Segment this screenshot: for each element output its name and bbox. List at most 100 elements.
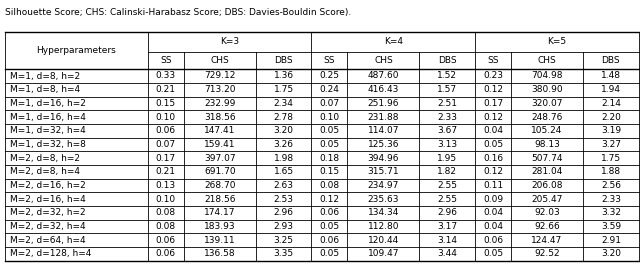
Text: 713.20: 713.20 [204, 85, 236, 94]
Text: 231.88: 231.88 [367, 113, 399, 122]
Text: 0.06: 0.06 [319, 208, 339, 217]
Text: 3.67: 3.67 [437, 126, 457, 135]
Text: 0.07: 0.07 [156, 140, 176, 149]
Text: M=2, d=128, h=4: M=2, d=128, h=4 [10, 249, 92, 258]
Text: 248.76: 248.76 [531, 113, 563, 122]
Text: 2.55: 2.55 [437, 195, 457, 203]
Text: 315.71: 315.71 [367, 167, 399, 176]
Text: 416.43: 416.43 [368, 85, 399, 94]
Text: 2.20: 2.20 [601, 113, 621, 122]
Text: 1.75: 1.75 [273, 85, 294, 94]
Text: 0.08: 0.08 [319, 181, 339, 190]
Text: 0.08: 0.08 [156, 222, 176, 231]
Text: 3.35: 3.35 [273, 249, 294, 258]
Text: 0.05: 0.05 [319, 249, 339, 258]
Text: 729.12: 729.12 [204, 72, 236, 81]
Text: 183.93: 183.93 [204, 222, 236, 231]
Text: 380.90: 380.90 [531, 85, 563, 94]
Text: M=1, d=16, h=4: M=1, d=16, h=4 [10, 113, 86, 122]
Text: Silhouette Score; CHS: Calinski-Harabasz Score; DBS: Davies-Bouldin Score).: Silhouette Score; CHS: Calinski-Harabasz… [5, 8, 351, 17]
Text: 2.55: 2.55 [437, 181, 457, 190]
Text: 3.44: 3.44 [437, 249, 457, 258]
Text: 2.78: 2.78 [273, 113, 294, 122]
Text: SS: SS [160, 56, 172, 65]
Text: 0.04: 0.04 [483, 126, 503, 135]
Text: 139.11: 139.11 [204, 236, 236, 245]
Text: 0.17: 0.17 [156, 153, 176, 163]
Text: 3.59: 3.59 [601, 222, 621, 231]
Text: 218.56: 218.56 [204, 195, 236, 203]
Text: 0.06: 0.06 [156, 236, 176, 245]
Text: 0.04: 0.04 [483, 222, 503, 231]
Text: 0.12: 0.12 [483, 167, 503, 176]
Text: 320.07: 320.07 [531, 99, 563, 108]
Text: 0.05: 0.05 [319, 222, 339, 231]
Text: M=2, d=8, h=2: M=2, d=8, h=2 [10, 153, 80, 163]
Text: 3.27: 3.27 [601, 140, 621, 149]
Text: 234.97: 234.97 [368, 181, 399, 190]
Text: 2.63: 2.63 [273, 181, 294, 190]
Text: 1.75: 1.75 [601, 153, 621, 163]
Text: 3.14: 3.14 [437, 236, 457, 245]
Text: M=2, d=8, h=4: M=2, d=8, h=4 [10, 167, 80, 176]
Text: 2.14: 2.14 [601, 99, 621, 108]
Text: K=5: K=5 [547, 38, 566, 46]
Text: 0.12: 0.12 [319, 195, 339, 203]
Text: 92.03: 92.03 [534, 208, 560, 217]
Text: 0.05: 0.05 [319, 126, 339, 135]
Text: 318.56: 318.56 [204, 113, 236, 122]
Text: 394.96: 394.96 [367, 153, 399, 163]
Text: 0.06: 0.06 [156, 126, 176, 135]
Text: 0.09: 0.09 [483, 195, 503, 203]
Text: 3.26: 3.26 [273, 140, 294, 149]
Text: 1.36: 1.36 [273, 72, 294, 81]
Text: 0.11: 0.11 [483, 181, 503, 190]
Text: M=2, d=16, h=2: M=2, d=16, h=2 [10, 181, 86, 190]
Text: 0.23: 0.23 [483, 72, 503, 81]
Text: SS: SS [324, 56, 335, 65]
Text: 1.52: 1.52 [437, 72, 457, 81]
Text: 0.33: 0.33 [156, 72, 176, 81]
Text: 397.07: 397.07 [204, 153, 236, 163]
Text: 232.99: 232.99 [204, 99, 236, 108]
Text: 0.08: 0.08 [156, 208, 176, 217]
Text: M=1, d=8, h=4: M=1, d=8, h=4 [10, 85, 81, 94]
Text: 112.80: 112.80 [367, 222, 399, 231]
Text: 1.65: 1.65 [273, 167, 294, 176]
Text: 0.10: 0.10 [156, 195, 176, 203]
Text: 0.05: 0.05 [319, 140, 339, 149]
Text: 1.98: 1.98 [273, 153, 294, 163]
Text: 109.47: 109.47 [367, 249, 399, 258]
Text: 1.95: 1.95 [437, 153, 457, 163]
Text: 3.20: 3.20 [601, 249, 621, 258]
Text: M=2, d=32, h=2: M=2, d=32, h=2 [10, 208, 86, 217]
Text: 507.74: 507.74 [531, 153, 563, 163]
Text: 0.13: 0.13 [156, 181, 176, 190]
Text: 174.17: 174.17 [204, 208, 236, 217]
Text: 114.07: 114.07 [367, 126, 399, 135]
Text: DBS: DBS [602, 56, 620, 65]
Text: M=1, d=16, h=2: M=1, d=16, h=2 [10, 99, 86, 108]
Text: 1.88: 1.88 [601, 167, 621, 176]
Text: M=1, d=32, h=8: M=1, d=32, h=8 [10, 140, 86, 149]
Text: 125.36: 125.36 [367, 140, 399, 149]
Text: M=2, d=32, h=4: M=2, d=32, h=4 [10, 222, 86, 231]
Text: M=2, d=16, h=4: M=2, d=16, h=4 [10, 195, 86, 203]
Text: 1.82: 1.82 [437, 167, 457, 176]
Text: 235.63: 235.63 [367, 195, 399, 203]
Text: SS: SS [487, 56, 499, 65]
Text: 691.70: 691.70 [204, 167, 236, 176]
Text: 268.70: 268.70 [204, 181, 236, 190]
Text: 1.57: 1.57 [437, 85, 457, 94]
Text: 0.07: 0.07 [319, 99, 339, 108]
Text: 0.18: 0.18 [319, 153, 339, 163]
Text: 0.05: 0.05 [483, 249, 503, 258]
Text: 3.13: 3.13 [437, 140, 457, 149]
Text: 0.04: 0.04 [483, 208, 503, 217]
Text: 0.21: 0.21 [156, 167, 176, 176]
Text: 3.32: 3.32 [601, 208, 621, 217]
Text: 0.06: 0.06 [156, 249, 176, 258]
Text: K=4: K=4 [384, 38, 403, 46]
Text: 0.06: 0.06 [319, 236, 339, 245]
Text: 0.10: 0.10 [156, 113, 176, 122]
